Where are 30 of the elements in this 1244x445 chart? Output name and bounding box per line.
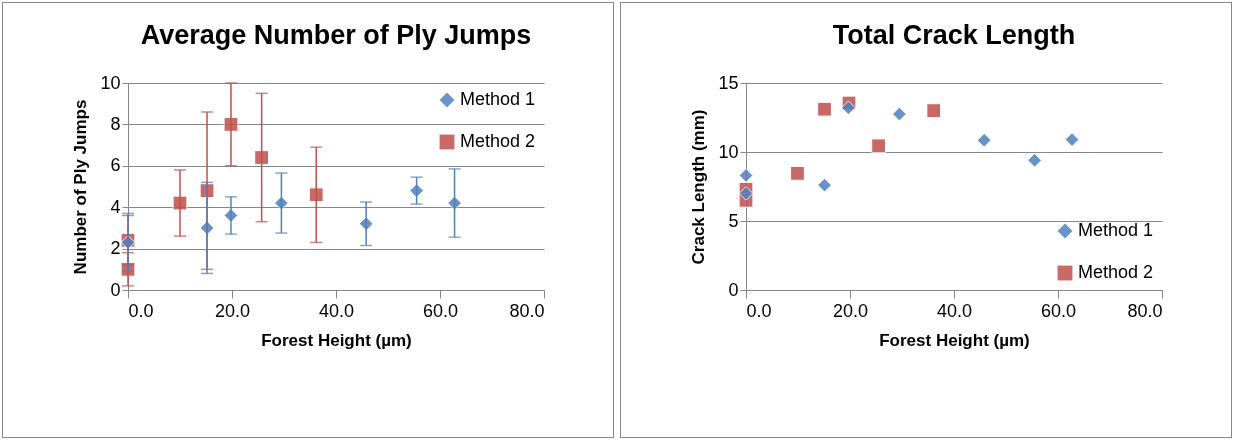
y-tick-label: 6 <box>110 155 121 176</box>
y-tick-label: 2 <box>110 238 121 259</box>
x-tick-label: 20.0 <box>214 300 251 321</box>
x-tick-label: 0.0 <box>746 300 772 321</box>
y-tick-label: 10 <box>100 72 121 93</box>
x-axis-title: Forest Height (µm) <box>261 330 412 350</box>
y-tick-label: 0 <box>110 279 121 300</box>
legend-label: Method 2 <box>460 131 536 151</box>
x-axis-title: Forest Height (µm) <box>879 330 1030 350</box>
y-tick-label: 5 <box>728 210 739 231</box>
chart-title: Total Crack Length <box>832 20 1076 50</box>
y-tick-label: 15 <box>718 72 739 93</box>
y-tick-label: 0 <box>728 279 739 300</box>
y-tick-label: 8 <box>110 113 121 134</box>
legend-label: Method 2 <box>1078 262 1154 282</box>
x-tick-label: 60.0 <box>1040 300 1077 321</box>
y-axis-title: Number of Ply Jumps <box>71 99 91 275</box>
x-tick-label: 80.0 <box>509 300 545 321</box>
x-tick-label: 40.0 <box>318 300 355 321</box>
y-axis-title: Crack Length (mm) <box>689 109 709 265</box>
x-tick-label: 20.0 <box>832 300 869 321</box>
y-tick-label: 10 <box>718 141 739 162</box>
legend-label: Method 1 <box>460 89 536 109</box>
x-tick-label: 40.0 <box>936 300 973 321</box>
x-tick-label: 60.0 <box>422 300 459 321</box>
x-tick-label: 80.0 <box>1127 300 1163 321</box>
y-tick-label: 4 <box>110 196 121 217</box>
chart-title: Average Number of Ply Jumps <box>140 20 532 50</box>
legend-label: Method 1 <box>1078 220 1154 240</box>
x-tick-label: 0.0 <box>128 300 154 321</box>
